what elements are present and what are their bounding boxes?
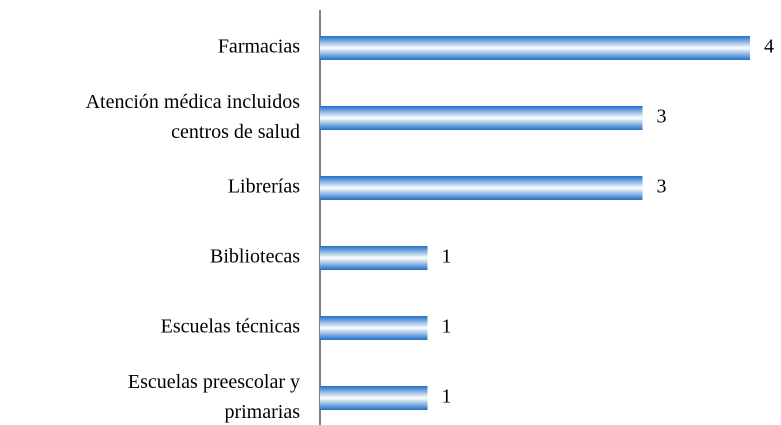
category-label: Atención médica incluidos centros de salu… xyxy=(86,91,301,143)
bar xyxy=(320,106,643,130)
value-label: 4 xyxy=(764,36,774,58)
value-label: 1 xyxy=(442,246,452,268)
bar xyxy=(320,246,428,270)
category-label: Escuelas técnicas xyxy=(161,316,301,338)
value-label: 1 xyxy=(442,316,452,338)
category-label: Escuelas preescolar y primarias xyxy=(128,371,300,423)
bar xyxy=(320,176,643,200)
value-label: 1 xyxy=(442,386,452,408)
category-label: Librerías xyxy=(228,176,300,198)
value-label: 3 xyxy=(657,176,667,198)
category-label: Farmacias xyxy=(218,36,300,58)
bar xyxy=(320,316,428,340)
value-label: 3 xyxy=(657,106,667,128)
bar xyxy=(320,36,750,60)
bar xyxy=(320,386,428,410)
category-label: Bibliotecas xyxy=(210,246,300,268)
